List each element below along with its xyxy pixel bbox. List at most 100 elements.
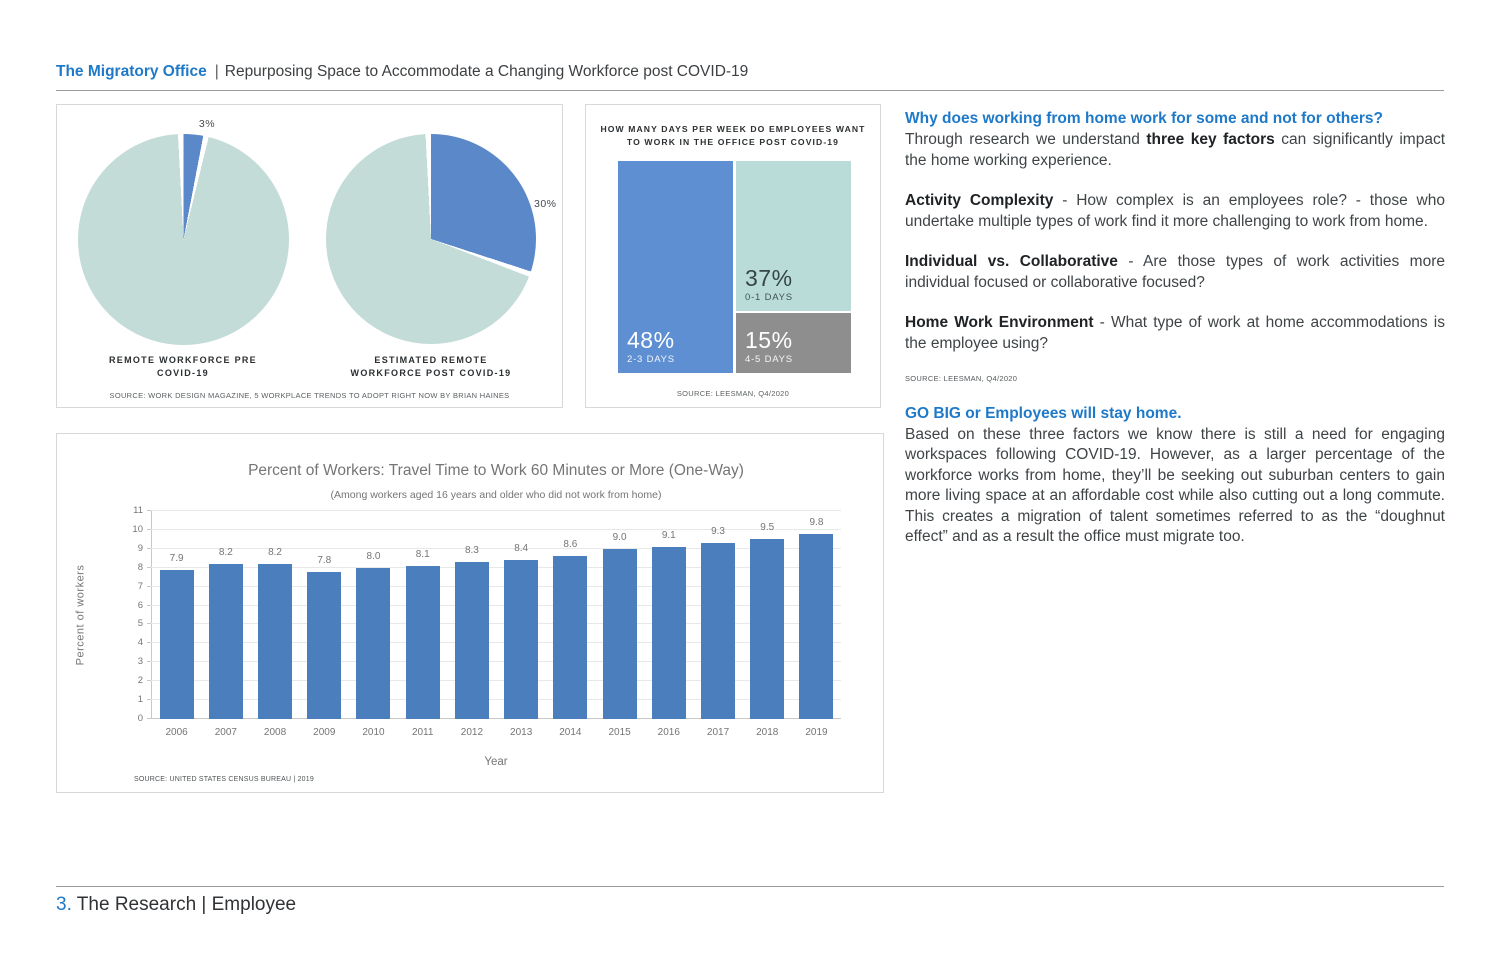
y-tick-label: 1 [137,694,143,706]
y-tick-label: 9 [137,542,143,554]
bar-value-label: 8.0 [366,550,381,562]
bar-value-label: 8.3 [464,545,479,557]
bar-cell-2019: 9.8 [792,517,841,719]
bar-2006: 7.9 [159,553,194,719]
pie-chart-remote-pre-covid [78,134,289,345]
bar-2008: 8.2 [258,547,293,719]
remote-workforce-pies-panel: 3% 30% REMOTE WORKFORCE PRE COVID-19 EST… [56,104,563,408]
y-tick-label: 7 [137,580,143,592]
gridline-y2: 2 [138,675,841,686]
bar-cell-2010: 8.0 [349,551,398,719]
sidebar-paragraph: Home Work Environment - What type of wor… [905,314,1445,352]
bar-value-label: 7.9 [169,552,184,564]
page-header: The Migratory Office | Repurposing Space t… [56,63,748,81]
bar-chart-title: Percent of Workers: Travel Time to Work … [248,462,744,479]
gridline-y9: 9 [138,543,841,554]
gridline-y5: 5 [138,618,841,629]
x-tick-label: 2008 [263,727,287,738]
y-tick-label: 3 [137,656,143,668]
y-axis-label: Percent of workers [74,564,87,666]
treemap-block-0-1-days: 37% 0-1 DAYS [736,161,851,311]
bar-cell-2009: 7.8 [300,555,349,719]
treemap-pct: 48% [627,327,675,353]
sidebar-source-note: SOURCE: LEESMAN, Q4/2020 [905,374,1018,383]
bar-cell-2012: 8.3 [447,545,496,719]
bar-2012: 8.3 [454,545,489,719]
bar-2007: 8.2 [208,547,243,719]
bar-cell-2016: 9.1 [644,530,693,719]
sidebar-paragraph: Based on these three factors we know the… [905,425,1445,546]
x-tick-label: 2010 [362,727,385,738]
x-tick-label: 2011 [411,727,434,738]
y-tick-label: 5 [137,618,143,630]
sidebar-paragraph: Through research we understand three key… [905,131,1445,169]
bar-2018: 9.5 [750,522,785,719]
bar-cell-2013: 8.4 [497,543,546,719]
commentary-column: Why does working from home work for some… [905,109,1445,568]
footer-section-label: 3. The Research | Employee [56,894,296,916]
x-tick-label: 2017 [706,727,730,738]
footer-section-title: The Research | Employee [71,894,297,915]
brand-title: The Migratory Office [56,63,207,80]
x-tick-label: 2016 [657,727,680,738]
bar-2017: 9.3 [701,526,736,719]
x-tick-label: 2018 [756,727,779,738]
pie1-caption: REMOTE WORKFORCE PRE COVID-19 [108,355,257,378]
office-days-panel: HOW MANY DAYS PER WEEK DO EMPLOYEES WANT… [585,104,881,408]
office-days-source-note: SOURCE: LEESMAN, Q4/2020 [676,389,790,398]
y-tick-label: 2 [137,675,143,687]
treemap-label: 2-3 DAYS [627,354,675,365]
y-tick-label: 11 [133,505,143,516]
bar-value-label: 9.3 [711,526,725,538]
bar-2014: 8.6 [553,539,588,719]
bar-chart-source-note: SOURCE: UNITED STATES CENSUS BUREAU | 20… [134,776,314,783]
footer-divider [56,886,1444,887]
bar-value-label: 9.0 [612,531,627,543]
x-tick-label: 2015 [608,727,631,738]
bar-value-label: 8.4 [514,543,529,555]
bar-series: 7.9 8.2 8.2 7.8 8.0 8.1 8.3 8.4 8.6 9.0 9.1 9.3 9.5 9… [152,511,841,719]
gridline-y0: 0 [138,713,841,724]
gridline-y7: 7 [138,581,841,592]
y-tick-label: 10 [132,523,143,535]
gridline-y8: 8 [138,562,841,573]
treemap-label: 4-5 DAYS [745,354,793,365]
treemap-pct: 15% [745,327,793,353]
bar-cell-2014: 8.6 [546,539,595,719]
bar-value-label: 8.6 [563,539,578,551]
treemap-label: 0-1 DAYS [745,292,793,303]
pies-source-note: SOURCE: WORK DESIGN MAGAZINE, 5 WORKPLAC… [109,391,510,400]
gridline-y11: 11 [133,505,841,516]
y-tick-label: 8 [137,561,143,573]
bar-2010: 8.0 [356,551,391,719]
bar-cell-2006: 7.9 [152,553,201,719]
sidebar-paragraph: Activity Complexity - How complex is an … [905,192,1445,230]
bar-value-label: 8.2 [218,546,233,558]
bar-cell-2007: 8.2 [201,547,250,719]
bar-2011: 8.1 [405,549,440,719]
bar-2015: 9.0 [602,532,637,719]
bar-cell-2018: 9.5 [743,522,792,719]
bar-cell-2015: 9.0 [595,532,644,719]
bar-value-label: 8.2 [268,546,282,558]
gridline-y10: 10 [132,524,841,535]
office-days-treemap: 48% 2-3 DAYS 37% 0-1 DAYS 15% 4-5 DAYS [618,161,851,373]
bar-2019: 9.8 [799,517,834,719]
gridline-y3: 3 [138,656,841,667]
pie-chart-remote-post-covid [326,134,536,344]
x-tick-label: 2009 [313,727,336,738]
y-tick-label: 4 [137,637,143,649]
bar-value-label: 7.8 [317,554,332,566]
y-tick-label: 6 [137,599,143,611]
office-days-title: HOW MANY DAYS PER WEEK DO EMPLOYEES WANT… [600,124,866,147]
treemap-block-4-5-days: 15% 4-5 DAYS [736,313,851,373]
x-tick-label: 2006 [165,727,188,738]
footer-section-number: 3. [56,894,72,915]
pie2-caption: ESTIMATED REMOTE WORKFORCE POST COVID-19 [350,355,512,378]
gridline-y6: 6 [138,600,841,611]
bar-value-label: 8.1 [415,548,430,560]
sidebar-paragraph: Individual vs. Collaborative - Are those… [905,253,1445,291]
bar-cell-2008: 8.2 [250,547,299,719]
sidebar-heading: GO BIG or Employees will stay home. [905,404,1182,422]
bar-2016: 9.1 [651,530,686,719]
